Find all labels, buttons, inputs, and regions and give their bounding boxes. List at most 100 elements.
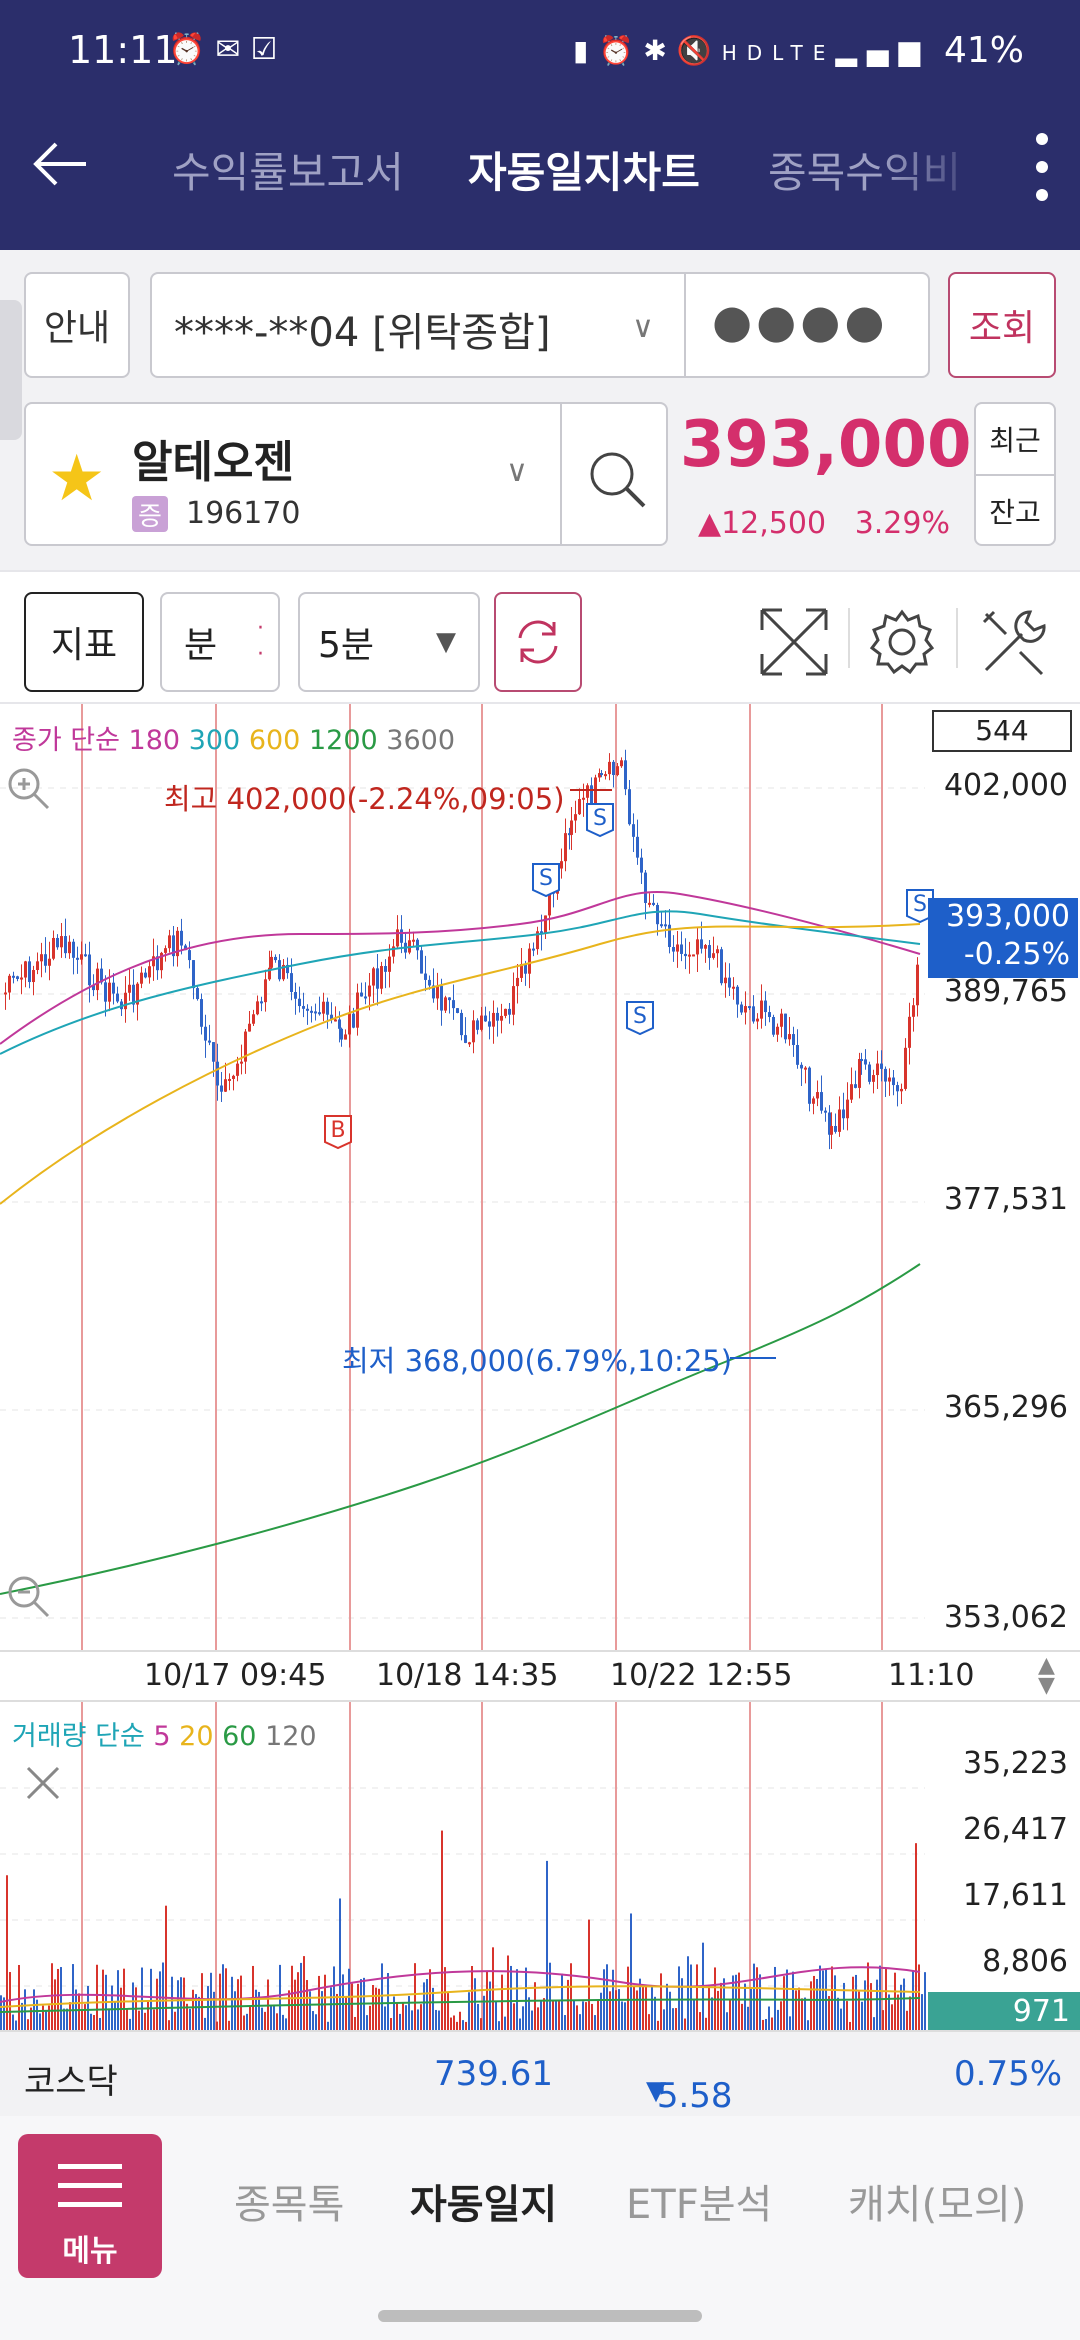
candle [834, 1125, 837, 1132]
candle [784, 1013, 787, 1040]
account-dropdown[interactable]: ****-**04 [위탁종합] ∨ ●●●● [150, 272, 930, 378]
volume-bar [411, 2010, 413, 2032]
candle [220, 1085, 223, 1092]
volume-bar [165, 1905, 167, 2032]
back-arrow-icon[interactable] [26, 129, 96, 199]
legend-ma-1200: 1200 [308, 725, 378, 756]
nav-stock-talk[interactable]: 종목톡 [234, 2182, 345, 2228]
volume-chart[interactable]: 거래량 단순 5 20 60 120 35,223 26,417 17,611 … [0, 1700, 1080, 2032]
candle [620, 760, 623, 767]
volume-bar [453, 2015, 455, 2032]
fullscreen-icon[interactable] [752, 600, 836, 684]
tools-icon[interactable] [972, 600, 1056, 684]
candle [598, 773, 601, 778]
password-field[interactable]: ●●●● [712, 294, 889, 348]
favorite-star-icon[interactable]: ★ [48, 442, 106, 516]
volume-bar [384, 2006, 386, 2032]
query-button[interactable]: 조회 [948, 272, 1056, 378]
candle [290, 973, 293, 992]
volume-bar [630, 1913, 632, 2032]
interval-select[interactable]: 5분 ▼ [298, 592, 480, 692]
candle [904, 1047, 907, 1089]
price-chart[interactable]: S S S S B 종가 단순 180 300 600 1200 3600 544 최고… [0, 704, 1080, 1704]
resize-handle-icon[interactable]: ▲ ▼ [1038, 1653, 1055, 1698]
candle [830, 1125, 833, 1135]
volume-bar [870, 1983, 872, 2032]
volume-bar [231, 1976, 233, 2032]
volume-bar [861, 2001, 863, 2032]
period-button[interactable]: 분 · · [160, 592, 280, 692]
volume-bar [681, 1978, 683, 2032]
candle [348, 1013, 351, 1035]
candle [516, 977, 519, 987]
volume-bar [99, 2017, 101, 2032]
gear-icon[interactable] [860, 600, 944, 684]
volume-bar [549, 1962, 551, 2032]
search-icon[interactable] [582, 444, 652, 514]
tab-return-report[interactable]: 수익률보고서 [172, 148, 404, 197]
index-ticker[interactable]: 코스닥 739.61 ▼ 5.58 0.75% [0, 2030, 1080, 2116]
candle [144, 972, 147, 978]
volume-bar [897, 1994, 899, 2032]
volume-bar [246, 2013, 248, 2032]
volume-bar [666, 1983, 668, 2032]
volume-bar [693, 2000, 695, 2032]
candle [568, 833, 571, 836]
volume-bar [642, 1985, 644, 2032]
balance-button[interactable]: 잔고 [989, 496, 1041, 529]
side-drawer-handle[interactable] [0, 300, 22, 440]
volume-bar [564, 2015, 566, 2032]
status-left-icons: ⏰✉☑ [168, 32, 287, 67]
nav-catch-mock[interactable]: 캐치(모의) [848, 2182, 1027, 2228]
candle [436, 985, 439, 999]
candle [636, 836, 639, 858]
time-label-1: 10/17 09:45 [144, 1658, 327, 1693]
candle [828, 1112, 831, 1135]
candle [544, 915, 547, 934]
home-indicator[interactable] [378, 2310, 702, 2322]
volume-bar [729, 1999, 731, 2032]
more-vertical-icon[interactable] [1034, 127, 1050, 207]
tab-auto-journal-chart[interactable]: 자동일지차트 [468, 148, 700, 197]
volume-bar [765, 2018, 767, 2032]
volume-bar [900, 1984, 902, 2032]
refresh-button[interactable] [494, 592, 582, 692]
volume-bar [753, 1963, 755, 2032]
candle [888, 1077, 891, 1082]
nav-etf-analysis[interactable]: ETF분석 [626, 2182, 773, 2228]
candle [278, 960, 281, 980]
recent-button[interactable]: 최근 [989, 424, 1041, 457]
candle [104, 982, 107, 1002]
candle [468, 1042, 471, 1045]
volume-bar [777, 2009, 779, 2032]
stock-selector[interactable]: ★ 알테오젠 증 196170 ∨ [24, 402, 668, 546]
zoom-in-icon[interactable] [0, 760, 58, 818]
volume-chart-canvas[interactable] [0, 1702, 1080, 2032]
volume-bar [45, 2011, 47, 2032]
volume-bar [552, 2000, 554, 2032]
guide-button[interactable]: 안내 [24, 272, 130, 378]
nav-auto-journal[interactable]: 자동일지 [410, 2182, 558, 2228]
menu-button[interactable]: 메뉴 [18, 2134, 162, 2278]
candle [876, 1063, 879, 1076]
volume-current-tag: 971 [928, 1992, 1080, 2032]
candle [306, 1008, 309, 1011]
volume-bar [594, 2015, 596, 2032]
indicator-button[interactable]: 지표 [24, 592, 144, 692]
current-price-tag-pct: -0.25% [963, 937, 1070, 972]
candle [612, 761, 615, 776]
candle [900, 1088, 903, 1092]
time-label-3: 10/22 12:55 [610, 1658, 793, 1693]
volume-bar [288, 1990, 290, 2032]
close-icon[interactable] [18, 1758, 68, 1808]
volume-bar [180, 1977, 182, 2032]
price-chart-canvas[interactable]: S S S S B [0, 704, 1080, 1650]
chevron-down-icon[interactable]: ∨ [506, 454, 528, 489]
volume-bar [69, 2002, 71, 2032]
volume-bar [822, 1970, 824, 2032]
volume-bar [372, 1985, 374, 2032]
volume-bar [663, 2009, 665, 2032]
zoom-out-icon[interactable] [0, 1568, 58, 1626]
candle [180, 930, 183, 946]
volume-bar [357, 1983, 359, 2032]
